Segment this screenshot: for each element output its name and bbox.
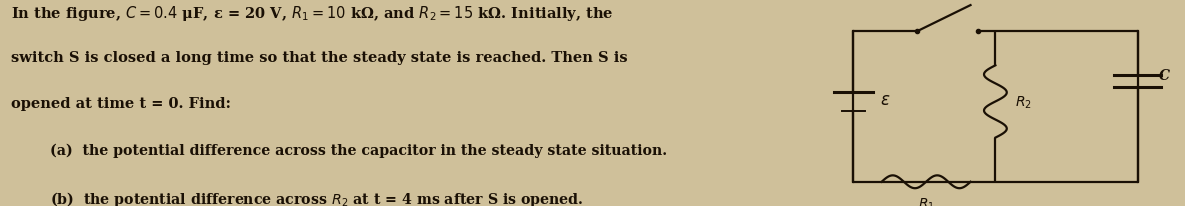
- Text: $R_1$: $R_1$: [917, 196, 935, 206]
- Text: C: C: [1159, 69, 1170, 83]
- Text: switch S is closed a long time so that the steady state is reached. Then S is: switch S is closed a long time so that t…: [11, 50, 627, 64]
- Text: $\varepsilon$: $\varepsilon$: [879, 91, 890, 108]
- Text: (a)  the potential difference across the capacitor in the steady state situation: (a) the potential difference across the …: [50, 143, 667, 158]
- Text: $R_2$: $R_2$: [1016, 94, 1032, 110]
- Text: opened at time t = 0. Find:: opened at time t = 0. Find:: [11, 97, 231, 111]
- Text: In the figure, $C = 0.4$ μF, ε = 20 V, $R_1 = 10$ kΩ, and $R_2 = 15$ kΩ. Initial: In the figure, $C = 0.4$ μF, ε = 20 V, $…: [11, 4, 614, 23]
- Text: S: S: [978, 0, 988, 2]
- Text: (b)  the potential difference across $R_2$ at t = 4 ms after S is opened.: (b) the potential difference across $R_2…: [50, 190, 583, 206]
